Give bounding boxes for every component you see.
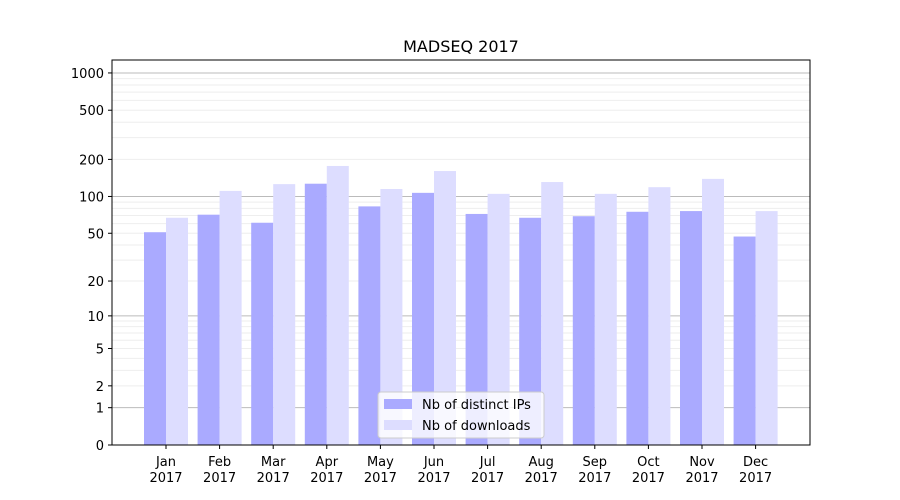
bars xyxy=(144,165,778,445)
legend-swatch-downloads xyxy=(384,420,412,430)
y-tick-label: 2 xyxy=(96,380,104,395)
bar-distinct-ips xyxy=(680,211,702,445)
bar-distinct-ips xyxy=(412,192,434,445)
x-tick-label: Jun 2017 xyxy=(417,455,450,486)
y-tick-label: 10 xyxy=(87,310,104,325)
bar-downloads xyxy=(326,165,349,445)
y-tick-label: 100 xyxy=(79,190,104,205)
x-tick-label: May 2017 xyxy=(364,455,397,486)
bar-downloads xyxy=(541,182,564,445)
y-tick-label: 200 xyxy=(79,153,104,168)
y-axis: 0 1 2 5 10 20 50 100 200 500 1000 xyxy=(71,67,112,454)
bar-distinct-ips xyxy=(465,213,488,445)
bar-distinct-ips xyxy=(626,211,649,445)
y-tick-label: 500 xyxy=(79,104,104,119)
x-tick-label: Apr 2017 xyxy=(310,455,343,486)
bar-downloads xyxy=(434,171,456,445)
legend-label-ips: Nb of distinct IPs xyxy=(422,398,531,413)
x-tick-label: Nov 2017 xyxy=(685,455,718,486)
bar-distinct-ips xyxy=(733,236,756,445)
y-tick-label: 0 xyxy=(96,439,104,454)
bar-distinct-ips xyxy=(197,214,220,445)
legend-frame xyxy=(377,391,545,439)
bar-distinct-ips xyxy=(358,206,381,445)
x-tick-label: Feb 2017 xyxy=(203,455,236,486)
y-tick-label: 5 xyxy=(96,343,104,358)
bar-distinct-ips xyxy=(251,222,274,445)
x-tick-label: Jan 2017 xyxy=(149,455,182,486)
x-tick-label: Sep 2017 xyxy=(578,455,611,486)
legend-swatch-ips xyxy=(384,399,412,409)
chart-title: MADSEQ 2017 xyxy=(403,37,519,56)
bar-downloads xyxy=(380,189,403,445)
x-tick-label: Mar 2017 xyxy=(257,455,290,486)
x-tick-label: Oct 2017 xyxy=(632,455,665,486)
bar-downloads xyxy=(487,193,510,445)
x-tick-label: Dec 2017 xyxy=(739,455,772,486)
bar-downloads xyxy=(166,217,188,445)
bar-distinct-ips xyxy=(572,216,595,445)
y-tick-label: 20 xyxy=(87,275,104,290)
y-tick-label: 1000 xyxy=(71,67,104,82)
bar-downloads xyxy=(702,178,724,445)
bar-downloads xyxy=(755,211,778,445)
plot-frame xyxy=(111,59,811,446)
y-tick-label: 50 xyxy=(87,227,104,242)
bar-distinct-ips xyxy=(519,217,542,445)
bar-downloads xyxy=(594,193,617,445)
x-tick-label: Aug 2017 xyxy=(525,455,558,486)
bar-downloads xyxy=(648,187,671,445)
bar-distinct-ips xyxy=(304,183,327,445)
x-tick-label: Jul 2017 xyxy=(471,455,504,486)
x-axis: Jan 2017 Feb 2017 Mar 2017 Apr 2017 May 2017 Jun 20… xyxy=(149,445,772,486)
bar-downloads xyxy=(219,190,242,445)
legend-label-downloads: Nb of downloads xyxy=(422,419,531,434)
bar-distinct-ips xyxy=(144,232,166,445)
y-tick-label: 1 xyxy=(96,402,104,417)
legend: Nb of distinct IPs Nb of downloads xyxy=(377,391,545,439)
bar-downloads xyxy=(273,184,296,445)
